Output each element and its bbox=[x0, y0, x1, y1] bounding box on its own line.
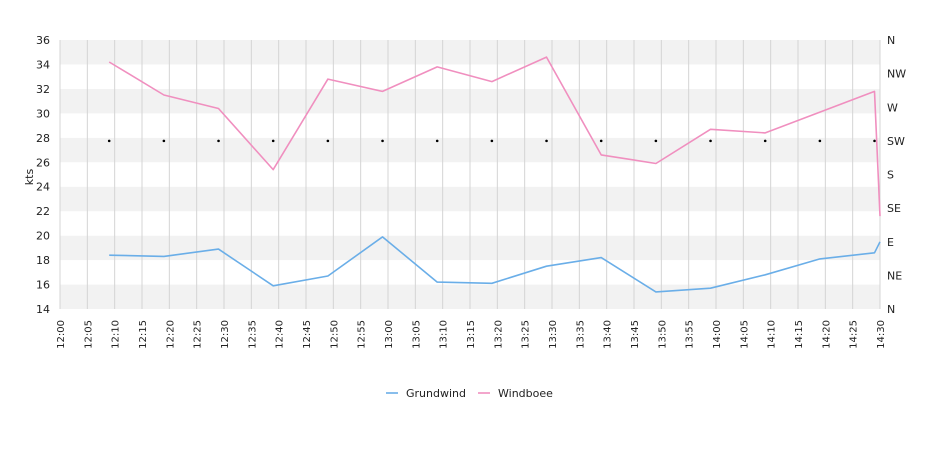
y-tick-label: 20 bbox=[36, 230, 50, 243]
x-tick-label: 12:30 bbox=[220, 320, 231, 349]
x-tick-label: 12:10 bbox=[111, 320, 122, 349]
series-line-windboee bbox=[108, 56, 881, 217]
right-axis-label: N bbox=[887, 303, 895, 316]
x-tick-label: 13:40 bbox=[603, 320, 614, 349]
direction-marker bbox=[763, 139, 767, 143]
direction-marker bbox=[435, 139, 439, 143]
x-tick-label: 14:05 bbox=[739, 320, 750, 349]
y-tick-label: 24 bbox=[36, 181, 50, 194]
right-axis-label: S bbox=[887, 169, 894, 182]
x-tick-label: 14:15 bbox=[794, 320, 805, 349]
x-tick-label: 14:20 bbox=[821, 320, 832, 349]
x-tick-label: 13:50 bbox=[657, 320, 668, 349]
series-lines bbox=[108, 56, 881, 293]
y-axis-ticks: 14 16 18 20 22 24 26 28 30 32 34 36 bbox=[36, 34, 50, 316]
x-tick-label: 14:25 bbox=[849, 320, 860, 349]
x-tick-label: 13:55 bbox=[685, 320, 696, 349]
x-tick-label: 12:35 bbox=[247, 320, 258, 349]
y-tick-label: 28 bbox=[36, 132, 50, 145]
x-tick-label: 14:00 bbox=[712, 320, 723, 349]
x-tick-label: 13:05 bbox=[411, 320, 422, 349]
legend-item-grundwind[interactable]: Grundwind bbox=[386, 387, 466, 400]
x-tick-label: 13:00 bbox=[384, 320, 395, 349]
direction-marker bbox=[654, 139, 658, 143]
y-tick-label: 26 bbox=[36, 156, 50, 169]
direction-marker bbox=[490, 139, 494, 143]
x-tick-label: 12:50 bbox=[329, 320, 340, 349]
y-tick-label: 14 bbox=[36, 303, 50, 316]
x-tick-label: 13:45 bbox=[630, 320, 641, 349]
x-tick-label: 12:15 bbox=[138, 320, 149, 349]
legend-item-windboee[interactable]: Windboee bbox=[478, 387, 553, 400]
x-tick-label: 14:10 bbox=[767, 320, 778, 349]
direction-marker bbox=[545, 139, 548, 143]
x-tick-label: 12:40 bbox=[275, 320, 286, 349]
y-tick-label: 18 bbox=[36, 254, 50, 267]
right-axis-ticks: N NE E SE S SW W NW N bbox=[887, 34, 906, 316]
x-tick-label: 13:35 bbox=[575, 320, 586, 349]
x-tick-label: 13:30 bbox=[548, 320, 559, 349]
right-axis-label: W bbox=[887, 101, 898, 114]
x-tick-label: 12:00 bbox=[56, 320, 67, 349]
direction-marker bbox=[271, 139, 275, 143]
direction-marker bbox=[381, 139, 384, 143]
legend-label: Windboee bbox=[498, 387, 553, 400]
y-tick-label: 36 bbox=[36, 34, 50, 47]
direction-marker bbox=[326, 139, 330, 143]
right-axis-label: SE bbox=[887, 202, 901, 215]
x-tick-label: 13:10 bbox=[439, 320, 450, 349]
legend-label: Grundwind bbox=[406, 387, 466, 400]
x-tick-label: 13:15 bbox=[466, 320, 477, 349]
x-tick-label: 13:20 bbox=[493, 320, 504, 349]
direction-marker bbox=[599, 139, 603, 143]
x-tick-label: 13:25 bbox=[521, 320, 532, 349]
y-axis-label: kts bbox=[23, 169, 36, 186]
right-axis-label: NW bbox=[887, 68, 906, 81]
right-axis-label: NE bbox=[887, 269, 902, 282]
series-line-grundwind bbox=[109, 236, 881, 293]
y-tick-label: 34 bbox=[36, 58, 50, 71]
right-axis-label: E bbox=[887, 236, 894, 249]
direction-marker bbox=[873, 139, 876, 143]
y-tick-label: 32 bbox=[36, 83, 50, 96]
direction-marker bbox=[162, 139, 166, 143]
direction-marker bbox=[818, 139, 822, 143]
x-tick-label: 14:30 bbox=[876, 320, 887, 349]
y-tick-label: 16 bbox=[36, 279, 50, 292]
x-tick-label: 12:05 bbox=[83, 320, 94, 349]
direction-markers bbox=[107, 139, 876, 143]
x-tick-label: 12:25 bbox=[193, 320, 204, 349]
y-tick-label: 22 bbox=[36, 205, 50, 218]
legend: Grundwind Windboee bbox=[386, 387, 553, 400]
direction-marker bbox=[709, 139, 712, 143]
x-axis-ticks: 12:00 12:05 12:10 12:15 12:20 12:25 12:30 12:35… bbox=[56, 320, 887, 349]
direction-marker bbox=[107, 139, 111, 143]
direction-marker bbox=[217, 139, 220, 143]
x-tick-label: 12:45 bbox=[302, 320, 313, 349]
x-tick-label: 12:55 bbox=[357, 320, 368, 349]
x-tick-label: 12:20 bbox=[165, 320, 176, 349]
right-axis-label: SW bbox=[887, 135, 905, 148]
y-tick-label: 30 bbox=[36, 107, 50, 120]
right-axis-label: N bbox=[887, 34, 895, 47]
